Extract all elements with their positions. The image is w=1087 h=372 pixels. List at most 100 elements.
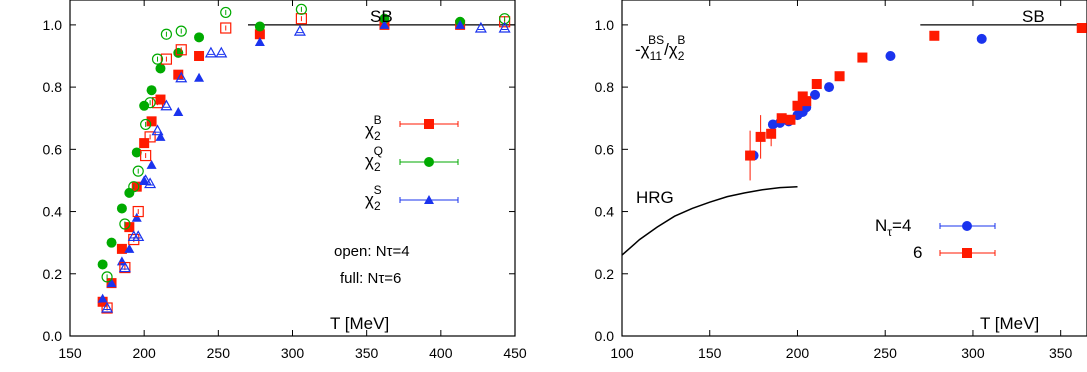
- left-point-open-1-1: [119, 218, 131, 230]
- right-y-tick-label-0: 0.0: [595, 328, 615, 344]
- right-point-1-3: [776, 113, 787, 124]
- left-y-tick-label-1: 0.2: [43, 266, 63, 282]
- left-point-open-1-7: [160, 28, 173, 40]
- legend-label-nt4: Nτ=4: [875, 216, 911, 239]
- left-point-open-1-4: [140, 118, 152, 131]
- right-y-tick-label-3: 0.6: [595, 141, 615, 157]
- left-point-open-1-9: [220, 6, 232, 19]
- legend-marker-0: [424, 119, 434, 129]
- left-point-open-2-9: [204, 46, 217, 58]
- left-point-full-0-2: [116, 243, 127, 254]
- hrg-label: HRG: [636, 188, 674, 207]
- left-y-tick-label-5: 1.0: [43, 17, 63, 33]
- left-point-open-0-9: [220, 22, 232, 34]
- left-x-tick-label-4: 350: [355, 345, 379, 361]
- left-point-full-1-7: [155, 63, 166, 74]
- right-point-1-12: [1076, 23, 1087, 33]
- left-x-tick-label-6: 450: [503, 345, 527, 361]
- left-point-open-2-12: [474, 21, 487, 33]
- right-y-tick-label-5: 1.0: [595, 17, 615, 33]
- left-point-full-0-10: [254, 29, 265, 40]
- right-y-axis-label: -χ11BS/χ2B: [635, 33, 685, 63]
- left-point-open-0-6: [151, 97, 164, 109]
- left-point-full-0-4: [131, 181, 142, 192]
- left-point-open-1-3: [132, 165, 144, 177]
- hrg-curve: [621, 185, 798, 256]
- left-x-axis-label: T [MeV]: [330, 314, 389, 333]
- left-point-open-2-4: [139, 174, 152, 186]
- left-point-open-2-7: [160, 99, 173, 111]
- left-point-full-1-11: [379, 13, 390, 24]
- legend-label-B: χ2B: [365, 113, 382, 143]
- right-x-tick-label-0: 100: [610, 345, 634, 361]
- right-x-tick-label-3: 250: [874, 345, 898, 361]
- legend-marker-1: [424, 157, 434, 167]
- left-x-tick-label-2: 250: [207, 345, 231, 361]
- left-point-full-2-1: [106, 278, 117, 288]
- right-y-tick-label-2: 0.4: [595, 204, 615, 220]
- left-point-full-2-8: [173, 107, 184, 116]
- left-chart: 150 200 250 300 350 400 4500.00.20.40.60.81.0 …: [43, 0, 527, 361]
- right-point-0-8: [824, 82, 835, 93]
- left-point-full-1-6: [146, 85, 157, 96]
- right-point-1-4: [785, 114, 796, 125]
- left-sb-label: SB: [370, 7, 393, 26]
- left-point-full-2-7: [155, 131, 166, 141]
- right-point-1-5: [792, 100, 803, 111]
- left-point-open-1-10: [295, 3, 307, 15]
- legend-label-S: χ2S: [365, 183, 382, 213]
- left-point-full-2-4: [131, 212, 142, 222]
- annotation-open: open: Nτ=4: [334, 243, 410, 260]
- legend-marker-2: [424, 195, 434, 204]
- left-point-open-0-3: [132, 205, 144, 218]
- left-point-open-0-4: [140, 149, 152, 162]
- left-point-full-2-12: [455, 19, 466, 29]
- left-point-full-2-0: [97, 293, 108, 303]
- right-point-0-9: [885, 51, 896, 61]
- right-x-tick-label-2: 200: [786, 345, 810, 361]
- left-point-open-1-6: [151, 53, 164, 65]
- left-point-open-2-10: [215, 46, 228, 58]
- left-point-open-2-3: [132, 230, 145, 242]
- left-point-open-1-5: [144, 97, 156, 109]
- left-point-full-0-7: [155, 94, 166, 105]
- left-point-full-1-3: [124, 187, 135, 198]
- right-y-tick-label-1: 0.2: [595, 266, 615, 282]
- left-point-open-2-6: [151, 124, 164, 136]
- left-point-full-2-6: [146, 159, 157, 169]
- left-point-full-1-9: [194, 32, 205, 43]
- left-x-tick-label-5: 400: [429, 345, 453, 361]
- legend-label-Q: χ2Q: [365, 144, 383, 174]
- annotation-full: full: Nτ=6: [340, 270, 401, 287]
- right-point-1-1: [755, 131, 766, 142]
- right-y-tick-label-4: 0.8: [595, 79, 615, 95]
- left-point-open-0-10: [295, 13, 307, 25]
- right-x-axis-label: T [MeV]: [980, 314, 1039, 333]
- left-point-open-0-8: [175, 44, 187, 56]
- left-y-tick-label-3: 0.6: [43, 141, 63, 157]
- right-plot-frame: [621, 0, 1087, 337]
- left-x-tick-label-0: 150: [58, 345, 82, 361]
- left-point-full-1-0: [97, 259, 108, 270]
- left-x-tick-label-1: 200: [132, 345, 156, 361]
- left-point-full-1-4: [131, 147, 142, 158]
- left-x-tick-label-3: 300: [281, 345, 305, 361]
- right-point-1-10: [857, 52, 868, 63]
- left-point-full-2-11: [379, 19, 390, 29]
- right-point-1-9: [834, 71, 845, 82]
- left-point-full-0-8: [173, 69, 184, 80]
- left-point-open-2-0: [101, 301, 114, 313]
- right-legend-marker-1: [962, 248, 972, 258]
- left-point-full-0-9: [194, 51, 205, 61]
- left-point-open-1-8: [175, 25, 187, 37]
- left-point-full-0-5: [139, 138, 150, 149]
- left-point-open-2-11: [293, 24, 306, 36]
- left-y-tick-label-0: 0.0: [43, 328, 63, 344]
- left-point-open-0-7: [160, 53, 173, 65]
- right-x-tick-label-5: 350: [1049, 345, 1073, 361]
- left-point-open-2-5: [144, 177, 157, 189]
- right-point-1-2: [766, 128, 777, 139]
- right-point-0-10: [976, 33, 987, 44]
- right-point-1-0: [745, 150, 756, 161]
